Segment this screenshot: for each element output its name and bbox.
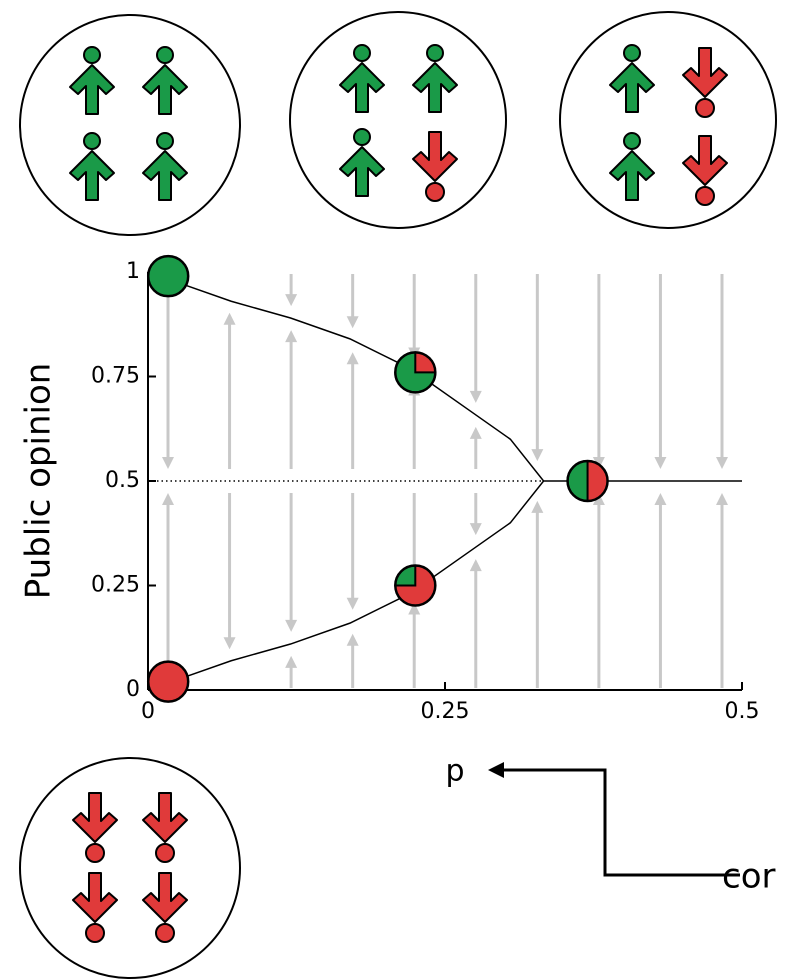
flow-head	[346, 597, 359, 610]
x-tick-label: 0.25	[421, 699, 470, 724]
x-tick-label: 0	[141, 699, 155, 724]
flow-head	[654, 457, 667, 469]
state-marker	[146, 254, 190, 298]
y-tick-label: 0.75	[91, 364, 140, 389]
panel	[19, 757, 241, 979]
flow-head	[531, 500, 544, 513]
flow-head	[285, 294, 298, 307]
marker-outline	[146, 660, 190, 703]
y-tick-label: 0	[126, 677, 140, 702]
marker-red	[148, 661, 189, 702]
flow-head	[285, 619, 298, 632]
state-panels	[19, 11, 777, 979]
y-axis-label: Public opinion	[19, 363, 59, 600]
arrowhead	[488, 762, 504, 778]
flow-head	[285, 655, 298, 668]
flow-head	[469, 426, 482, 439]
state-marker	[566, 459, 609, 503]
panel	[559, 11, 777, 229]
y-tick-label: 0.5	[105, 468, 140, 493]
x-axis-label: p	[445, 754, 464, 789]
flow-head	[469, 523, 482, 536]
flow-head	[716, 493, 728, 505]
flow-head	[469, 390, 482, 403]
curve	[183, 283, 545, 679]
flow-head	[408, 602, 421, 615]
flow-head	[285, 330, 298, 343]
plot: 0 0.25 0.5 0.75 1 0 0.25 0.5	[91, 254, 760, 724]
flow-head	[346, 633, 359, 646]
marker-green	[148, 256, 189, 297]
flow-head	[654, 493, 667, 505]
annotation: cor	[722, 857, 775, 897]
marker-outline	[394, 564, 437, 607]
flow-head	[346, 352, 359, 365]
x-tick-label: 0.5	[725, 699, 760, 724]
marker-outline	[146, 254, 190, 298]
y-tick-label: 0.25	[91, 573, 140, 598]
flow-head	[162, 493, 174, 505]
flow-head	[592, 493, 605, 505]
state-marker	[394, 351, 437, 394]
y-tick-label: 1	[126, 259, 140, 284]
marker-outline	[394, 351, 437, 394]
flow-head	[223, 637, 236, 650]
connector-arrow	[502, 768, 740, 877]
flow-head	[223, 312, 236, 325]
flow-head	[162, 457, 174, 469]
flow-head	[716, 457, 728, 469]
flow-head	[531, 449, 544, 462]
state-marker	[394, 564, 437, 607]
flow-head	[592, 457, 605, 469]
flow-head	[469, 559, 482, 572]
state-marker	[146, 660, 190, 703]
panel	[19, 14, 241, 236]
panel	[289, 11, 507, 229]
marker-outline	[566, 459, 609, 503]
marker-green	[566, 459, 589, 503]
flow-head	[346, 316, 359, 329]
